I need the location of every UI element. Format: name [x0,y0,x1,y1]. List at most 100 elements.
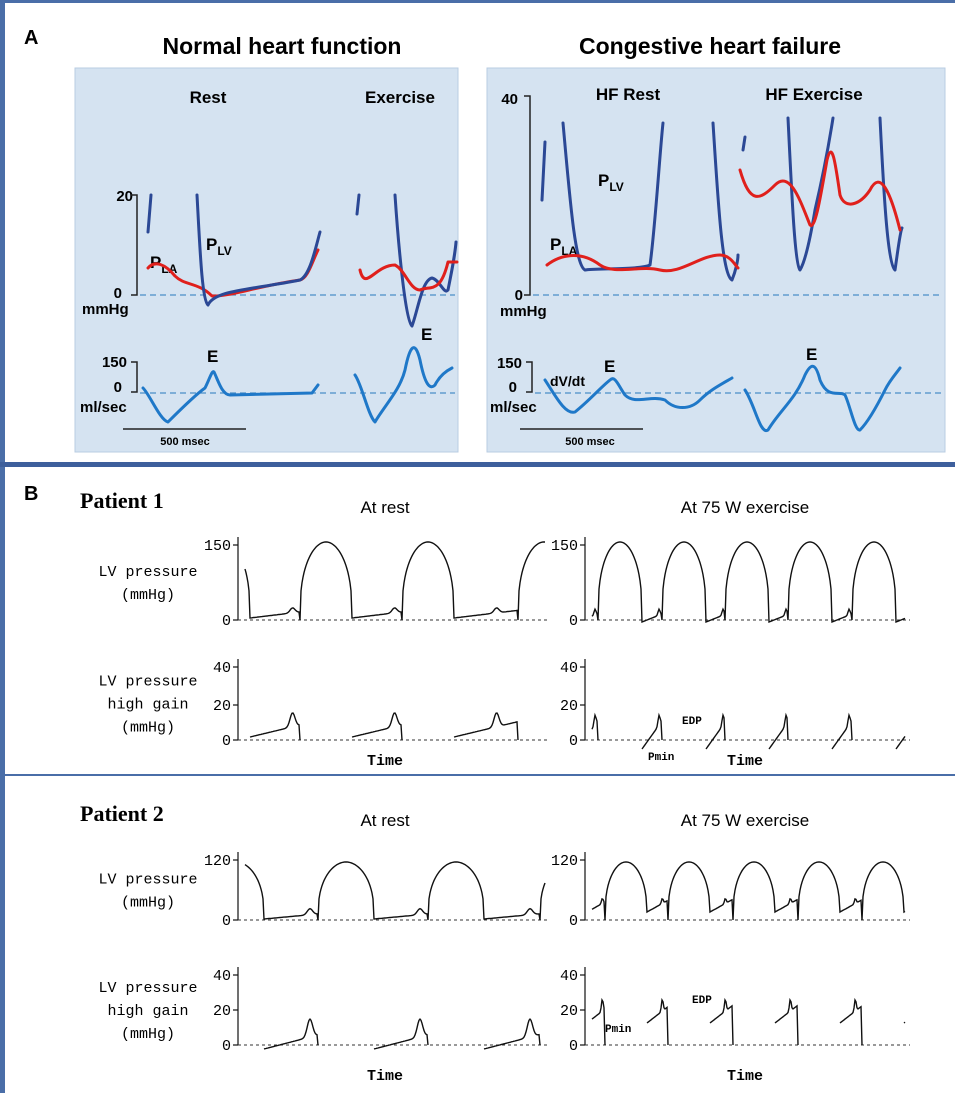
time-label: Time [727,753,763,770]
plv-trace [146,193,322,307]
condition: Exercise [365,88,435,107]
baselines [533,294,942,394]
unit: ml/sec [80,399,127,416]
pla-trace [358,260,459,292]
flow-trace [743,364,902,432]
tick-label: 20 [560,698,578,715]
condition: At 75 W exercise [681,811,810,830]
flow-trace [141,370,320,424]
tick-label: 40 [213,968,231,985]
row-label: (mmHg) [121,720,175,737]
tick-label: 150 [551,538,578,555]
row-label: high gain [107,697,188,714]
baselines [140,294,455,394]
row-label: LV pressure [98,564,197,581]
annotation: EDP [682,716,702,728]
row-label: (mmHg) [121,587,175,604]
tick-label: 20 [213,1003,231,1020]
panel-label: B [24,483,38,505]
row-label: LV pressure [98,872,197,889]
scale-label: 500 msec [565,436,615,448]
group-title: Normal heart function [163,33,402,59]
tick-label: 0 [114,285,122,302]
peak-label: E [604,357,615,376]
condition: HF Exercise [765,85,862,104]
tick-label: 0 [569,913,578,930]
tick-label: 0 [569,1038,578,1055]
tick-label: 40 [560,660,578,677]
axis [526,361,533,393]
frame-top [0,0,955,3]
row-label: LV pressure [98,980,197,997]
frame-left [0,0,5,1093]
pressure-trace [591,997,906,1046]
subscript: LV [217,244,231,258]
patient-title: Patient 2 [80,801,164,826]
pressure-trace [263,1018,541,1050]
condition: Rest [190,88,227,107]
row-label: LV pressure [98,674,197,691]
tick-label: 40 [501,91,518,108]
peak-label: E [421,325,432,344]
pressure-trace [591,541,906,624]
trace-label: PLV [206,235,232,258]
patient-title: Patient 1 [80,488,164,513]
tick-label: 150 [497,355,522,372]
tick-label: 120 [551,853,578,870]
axes [520,95,643,430]
symbol: P [550,235,561,254]
pressure-trace [249,712,519,741]
tick-label: 0 [222,613,231,630]
condition: HF Rest [596,85,661,104]
time-label: Time [367,1068,403,1085]
plot-box [74,67,459,453]
tick-label: 150 [102,354,127,371]
pressure-trace [244,541,545,621]
tick-label: 0 [569,733,578,750]
row-label: high gain [107,1003,188,1020]
separator [5,774,955,776]
traces-failure [540,116,904,432]
annotation: EDP [692,995,712,1007]
row-label: (mmHg) [121,895,175,912]
pressure-trace [591,712,906,750]
traces-normal [141,193,459,424]
axes [123,194,246,430]
tick-label: 20 [213,698,231,715]
symbol: P [598,171,609,190]
unit: mmHg [500,303,547,320]
peak-label: E [806,345,817,364]
tick-label: 150 [204,538,231,555]
tick-label: 20 [560,1003,578,1020]
tick-label: 0 [222,1038,231,1055]
tick-label: 40 [213,660,231,677]
axis [524,95,531,296]
trace-label: PLV [598,171,624,194]
subscript: LV [609,180,623,194]
flow-trace [543,376,734,414]
pressure-trace [591,861,906,921]
condition: At rest [360,811,409,830]
tick-label: 0 [114,379,122,396]
flow-label: dV/dt [550,373,585,389]
pla-trace [545,253,740,273]
plv-trace [355,193,458,328]
group-title: Congestive heart failure [579,33,841,59]
pla-trace [738,150,902,232]
flow-trace [353,346,454,424]
tick-label: 0 [515,287,523,304]
row-label: (mmHg) [121,1026,175,1043]
axis [131,361,138,393]
tick-label: 120 [204,853,231,870]
condition: At rest [360,498,409,517]
unit: ml/sec [490,399,537,416]
tick-label: 0 [222,733,231,750]
condition: At 75 W exercise [681,498,810,517]
separator [0,462,955,467]
panel-a: A Normal heart function Congestive heart… [24,27,946,453]
tick-label: 0 [569,613,578,630]
tick-label: 40 [560,968,578,985]
panel-b: Patient 1 At rest At 75 W exercise LV press… [80,488,910,1085]
symbol: P [206,235,217,254]
